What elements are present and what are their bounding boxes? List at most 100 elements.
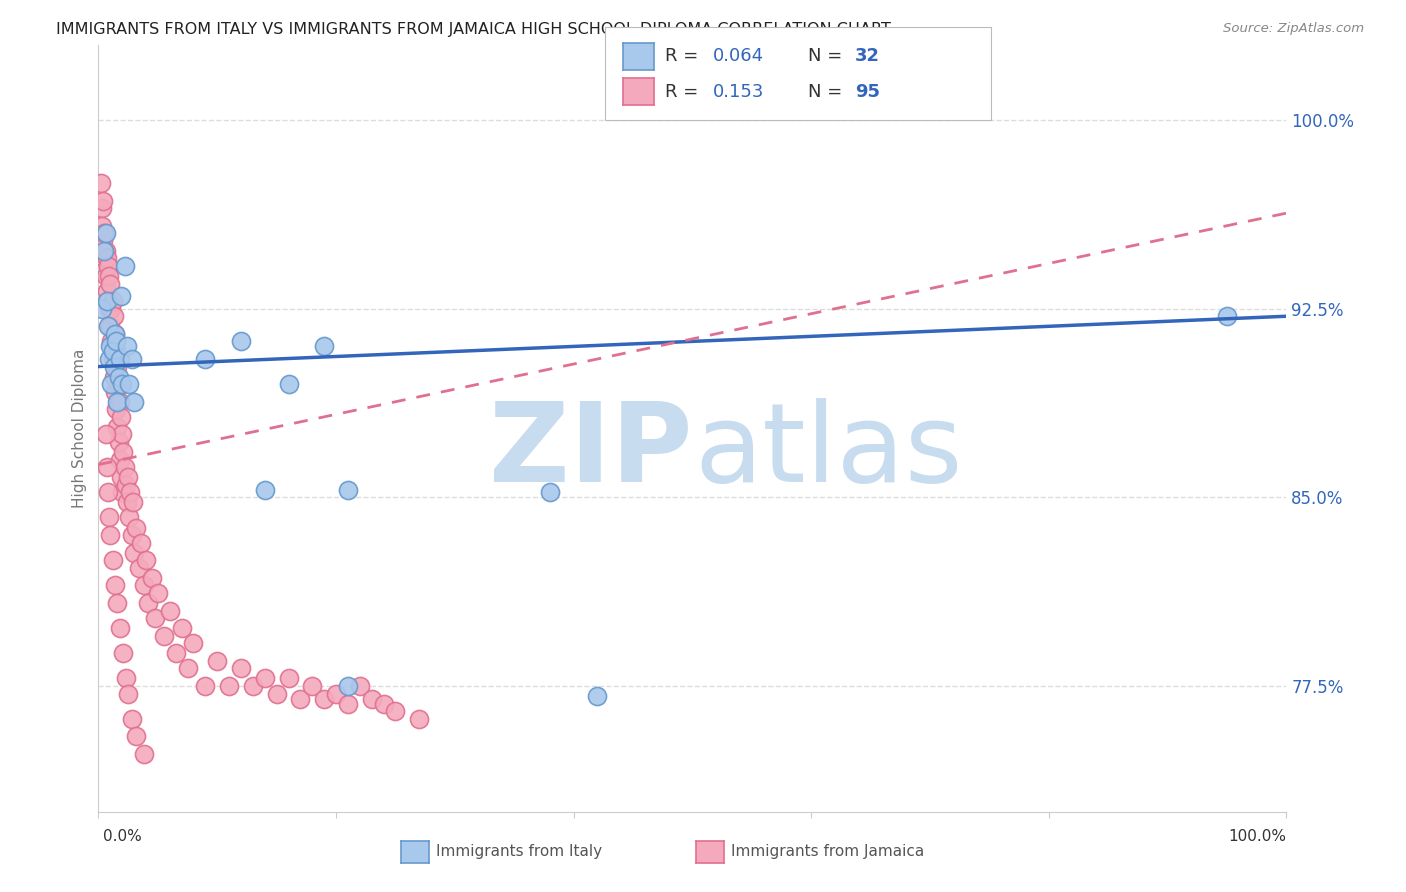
Point xyxy=(104,326,127,341)
Point xyxy=(104,326,127,341)
Point xyxy=(114,259,136,273)
Text: 32: 32 xyxy=(855,47,880,65)
Y-axis label: High School Diploma: High School Diploma xyxy=(72,349,87,508)
Point xyxy=(105,344,128,359)
Point xyxy=(229,334,252,349)
Point xyxy=(107,596,129,610)
Point xyxy=(108,351,131,366)
Text: atlas: atlas xyxy=(695,398,963,505)
Point xyxy=(97,319,120,334)
Text: ZIP: ZIP xyxy=(489,398,692,505)
Point xyxy=(101,344,124,359)
Point xyxy=(100,334,122,349)
Point xyxy=(194,679,217,693)
Point xyxy=(97,294,120,309)
Point xyxy=(94,268,117,283)
Point xyxy=(108,394,131,409)
Point xyxy=(125,520,148,534)
Point xyxy=(98,528,121,542)
Point xyxy=(91,201,114,215)
Text: 0.0%: 0.0% xyxy=(103,830,142,844)
Point xyxy=(122,495,145,509)
Point xyxy=(207,654,229,668)
Point xyxy=(103,359,125,374)
Text: Immigrants from Jamaica: Immigrants from Jamaica xyxy=(731,845,924,859)
Point xyxy=(101,351,124,366)
Point xyxy=(152,629,174,643)
Point xyxy=(132,747,155,761)
Point xyxy=(122,394,145,409)
Text: 0.064: 0.064 xyxy=(713,47,763,65)
Point xyxy=(105,334,128,349)
Text: R =: R = xyxy=(665,47,704,65)
Point xyxy=(120,485,142,500)
Point xyxy=(115,495,138,509)
Point xyxy=(98,339,121,353)
Point xyxy=(114,672,136,686)
Point xyxy=(301,679,323,693)
Point xyxy=(94,244,117,258)
Point xyxy=(104,384,127,399)
Point xyxy=(194,351,217,366)
Point xyxy=(91,301,114,316)
Point xyxy=(110,470,132,484)
Point xyxy=(132,578,155,592)
Point xyxy=(98,277,121,291)
Point xyxy=(105,402,128,417)
Text: 100.0%: 100.0% xyxy=(1229,830,1286,844)
Point xyxy=(112,646,135,660)
Point xyxy=(129,535,152,549)
Point xyxy=(103,310,125,324)
Point xyxy=(96,252,118,266)
Point xyxy=(107,394,129,409)
Point xyxy=(101,553,124,567)
Point xyxy=(103,369,125,384)
Point xyxy=(114,460,136,475)
Point xyxy=(384,704,406,718)
Point xyxy=(111,377,134,392)
Point xyxy=(114,477,136,491)
Point xyxy=(93,244,115,258)
Text: 95: 95 xyxy=(855,83,880,101)
Point xyxy=(115,339,138,353)
Point xyxy=(121,351,143,366)
Text: Source: ZipAtlas.com: Source: ZipAtlas.com xyxy=(1223,22,1364,36)
Point xyxy=(277,672,299,686)
Point xyxy=(122,546,145,560)
Point xyxy=(128,560,150,574)
Point xyxy=(91,219,114,233)
Point xyxy=(96,284,118,298)
Text: 0.153: 0.153 xyxy=(713,83,765,101)
Point xyxy=(336,697,359,711)
Point xyxy=(97,259,120,273)
Point xyxy=(159,603,181,617)
Point xyxy=(90,176,112,190)
Point xyxy=(96,294,118,309)
Point xyxy=(112,445,135,459)
Point xyxy=(176,661,198,675)
Point xyxy=(586,689,609,703)
Point xyxy=(145,611,167,625)
Point xyxy=(146,586,169,600)
Text: N =: N = xyxy=(808,83,848,101)
Point xyxy=(218,679,240,693)
Point xyxy=(108,452,131,467)
Point xyxy=(118,377,141,392)
Point xyxy=(104,578,127,592)
Point xyxy=(97,485,120,500)
Point xyxy=(107,377,129,392)
Point xyxy=(100,377,122,392)
Point xyxy=(96,460,118,475)
Point xyxy=(98,510,121,524)
Point xyxy=(538,485,561,500)
Point xyxy=(314,691,336,706)
Point xyxy=(325,686,347,700)
Point xyxy=(117,470,139,484)
Point xyxy=(373,697,395,711)
Point xyxy=(98,319,121,334)
Point xyxy=(107,435,129,450)
Point xyxy=(91,234,114,248)
Point xyxy=(125,729,148,743)
Point xyxy=(107,420,129,434)
Point xyxy=(1216,310,1239,324)
